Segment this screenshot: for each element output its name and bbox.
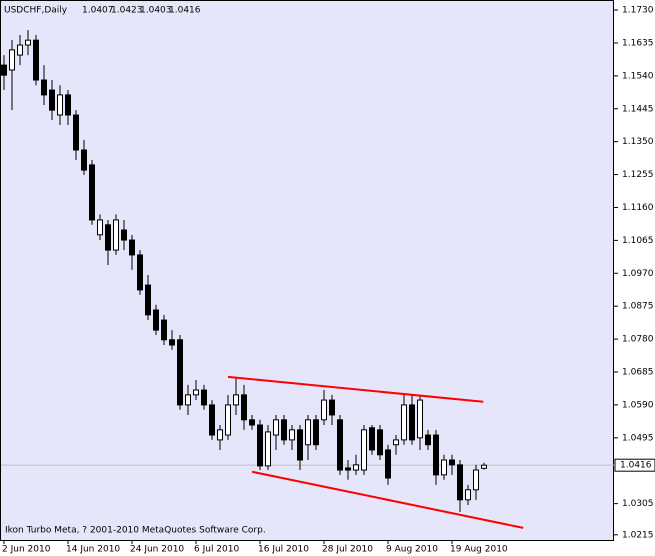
y-tick-label: 1.0590 bbox=[622, 400, 654, 410]
candle-body bbox=[441, 459, 447, 476]
candle-body bbox=[113, 219, 119, 251]
header-value: 1.0403 bbox=[140, 6, 172, 16]
candle-body bbox=[161, 319, 167, 341]
header-value: 1.0423 bbox=[111, 6, 143, 16]
candle-body bbox=[417, 399, 423, 439]
current-price-label: 1.0416 bbox=[620, 461, 652, 471]
candle-body bbox=[233, 394, 239, 406]
candle-body bbox=[201, 389, 207, 406]
candle-body bbox=[209, 404, 215, 436]
candle-body bbox=[185, 394, 191, 406]
candle-body bbox=[385, 449, 391, 479]
y-tick-label: 1.0780 bbox=[622, 335, 654, 345]
y-tick-label: 1.0305 bbox=[622, 499, 654, 509]
candle-body bbox=[81, 149, 87, 171]
candle-body bbox=[257, 424, 263, 467]
candle-body bbox=[433, 434, 439, 476]
y-tick-label: 1.1540 bbox=[622, 71, 654, 81]
current-price-box bbox=[614, 458, 655, 472]
x-tick-label: 6 Jul 2010 bbox=[194, 545, 239, 555]
candle-body bbox=[345, 467, 351, 471]
x-tick-label: 14 Jun 2010 bbox=[66, 545, 120, 555]
candle-body bbox=[25, 39, 31, 46]
candle-body bbox=[1, 64, 7, 76]
x-tick-label: 19 Aug 2010 bbox=[450, 545, 508, 555]
candle-body bbox=[321, 399, 327, 421]
footer: Ikon Turbo Meta, ? 2001-2010 MetaQuotes … bbox=[5, 526, 266, 536]
candle-body bbox=[33, 39, 39, 81]
candle-body bbox=[169, 339, 175, 346]
candle-body bbox=[241, 394, 247, 421]
candle-body bbox=[121, 229, 127, 241]
y-tick-label: 1.1730 bbox=[622, 6, 654, 16]
candle-body bbox=[129, 239, 135, 256]
x-tick-label: 16 Jul 2010 bbox=[258, 545, 309, 555]
candle-body bbox=[41, 79, 47, 96]
trendline bbox=[227, 375, 484, 403]
y-tick-label: 1.1350 bbox=[622, 137, 654, 147]
y-tick-label: 1.1065 bbox=[622, 236, 654, 246]
candle-body bbox=[153, 309, 159, 331]
candle-body bbox=[89, 164, 95, 221]
x-tick-label: 2 Jun 2010 bbox=[2, 545, 51, 555]
y-tick-label: 1.1635 bbox=[622, 38, 654, 48]
candle-body bbox=[353, 464, 359, 471]
candle-body bbox=[193, 389, 199, 396]
candle-body bbox=[449, 459, 455, 466]
candle-body bbox=[177, 339, 183, 406]
candle-body bbox=[297, 429, 303, 461]
candle-body bbox=[425, 434, 431, 446]
candle-body bbox=[97, 219, 103, 236]
candle-body bbox=[473, 469, 479, 491]
candle-body bbox=[73, 114, 79, 151]
candle-body bbox=[65, 94, 71, 116]
candle-body bbox=[281, 419, 287, 441]
y-tick-label: 1.0685 bbox=[622, 368, 654, 378]
candle-body bbox=[265, 431, 271, 467]
candle-body bbox=[369, 427, 375, 451]
candle-body bbox=[481, 464, 487, 469]
candle-body bbox=[273, 419, 279, 436]
candle-body bbox=[457, 464, 463, 501]
candle-body bbox=[305, 419, 311, 446]
candle-body bbox=[465, 489, 471, 501]
candle-body bbox=[289, 429, 295, 441]
candle-body bbox=[377, 429, 383, 456]
candle-body bbox=[57, 94, 63, 116]
candle-body bbox=[145, 284, 151, 316]
candle-body bbox=[249, 419, 255, 426]
candle-body bbox=[9, 49, 15, 71]
candle-body bbox=[225, 404, 231, 436]
candle-body bbox=[329, 399, 335, 416]
candle-body bbox=[217, 429, 223, 441]
y-tick-label: 1.0970 bbox=[622, 269, 654, 279]
x-tick-label: 28 Jul 2010 bbox=[322, 545, 373, 555]
header-value: 1.0416 bbox=[169, 6, 201, 16]
chart-title: USDCHF,Daily bbox=[4, 6, 68, 16]
y-tick-label: 1.1160 bbox=[622, 203, 654, 213]
trendline bbox=[251, 470, 524, 529]
candle-body bbox=[313, 419, 319, 446]
candle-body bbox=[409, 404, 415, 441]
candle-body bbox=[17, 44, 23, 56]
candle-body bbox=[361, 429, 367, 471]
candle-body bbox=[393, 439, 399, 446]
y-tick-label: 1.0875 bbox=[622, 302, 654, 312]
x-tick-label: 24 Jun 2010 bbox=[130, 545, 184, 555]
y-tick-label: 1.0495 bbox=[622, 433, 654, 443]
y-tick-label: 1.1255 bbox=[622, 170, 654, 180]
candle-body bbox=[49, 89, 55, 111]
x-tick-label: 9 Aug 2010 bbox=[386, 545, 438, 555]
header-value: 1.0407 bbox=[82, 6, 114, 16]
candle-body bbox=[137, 254, 143, 291]
candle-body bbox=[105, 224, 111, 251]
y-tick-label: 1.0215 bbox=[622, 530, 654, 540]
candle-body bbox=[401, 404, 407, 441]
plot-area bbox=[0, 0, 614, 541]
marks bbox=[1, 30, 614, 529]
candle-body bbox=[337, 419, 343, 471]
y-tick-label: 1.1445 bbox=[622, 104, 654, 114]
